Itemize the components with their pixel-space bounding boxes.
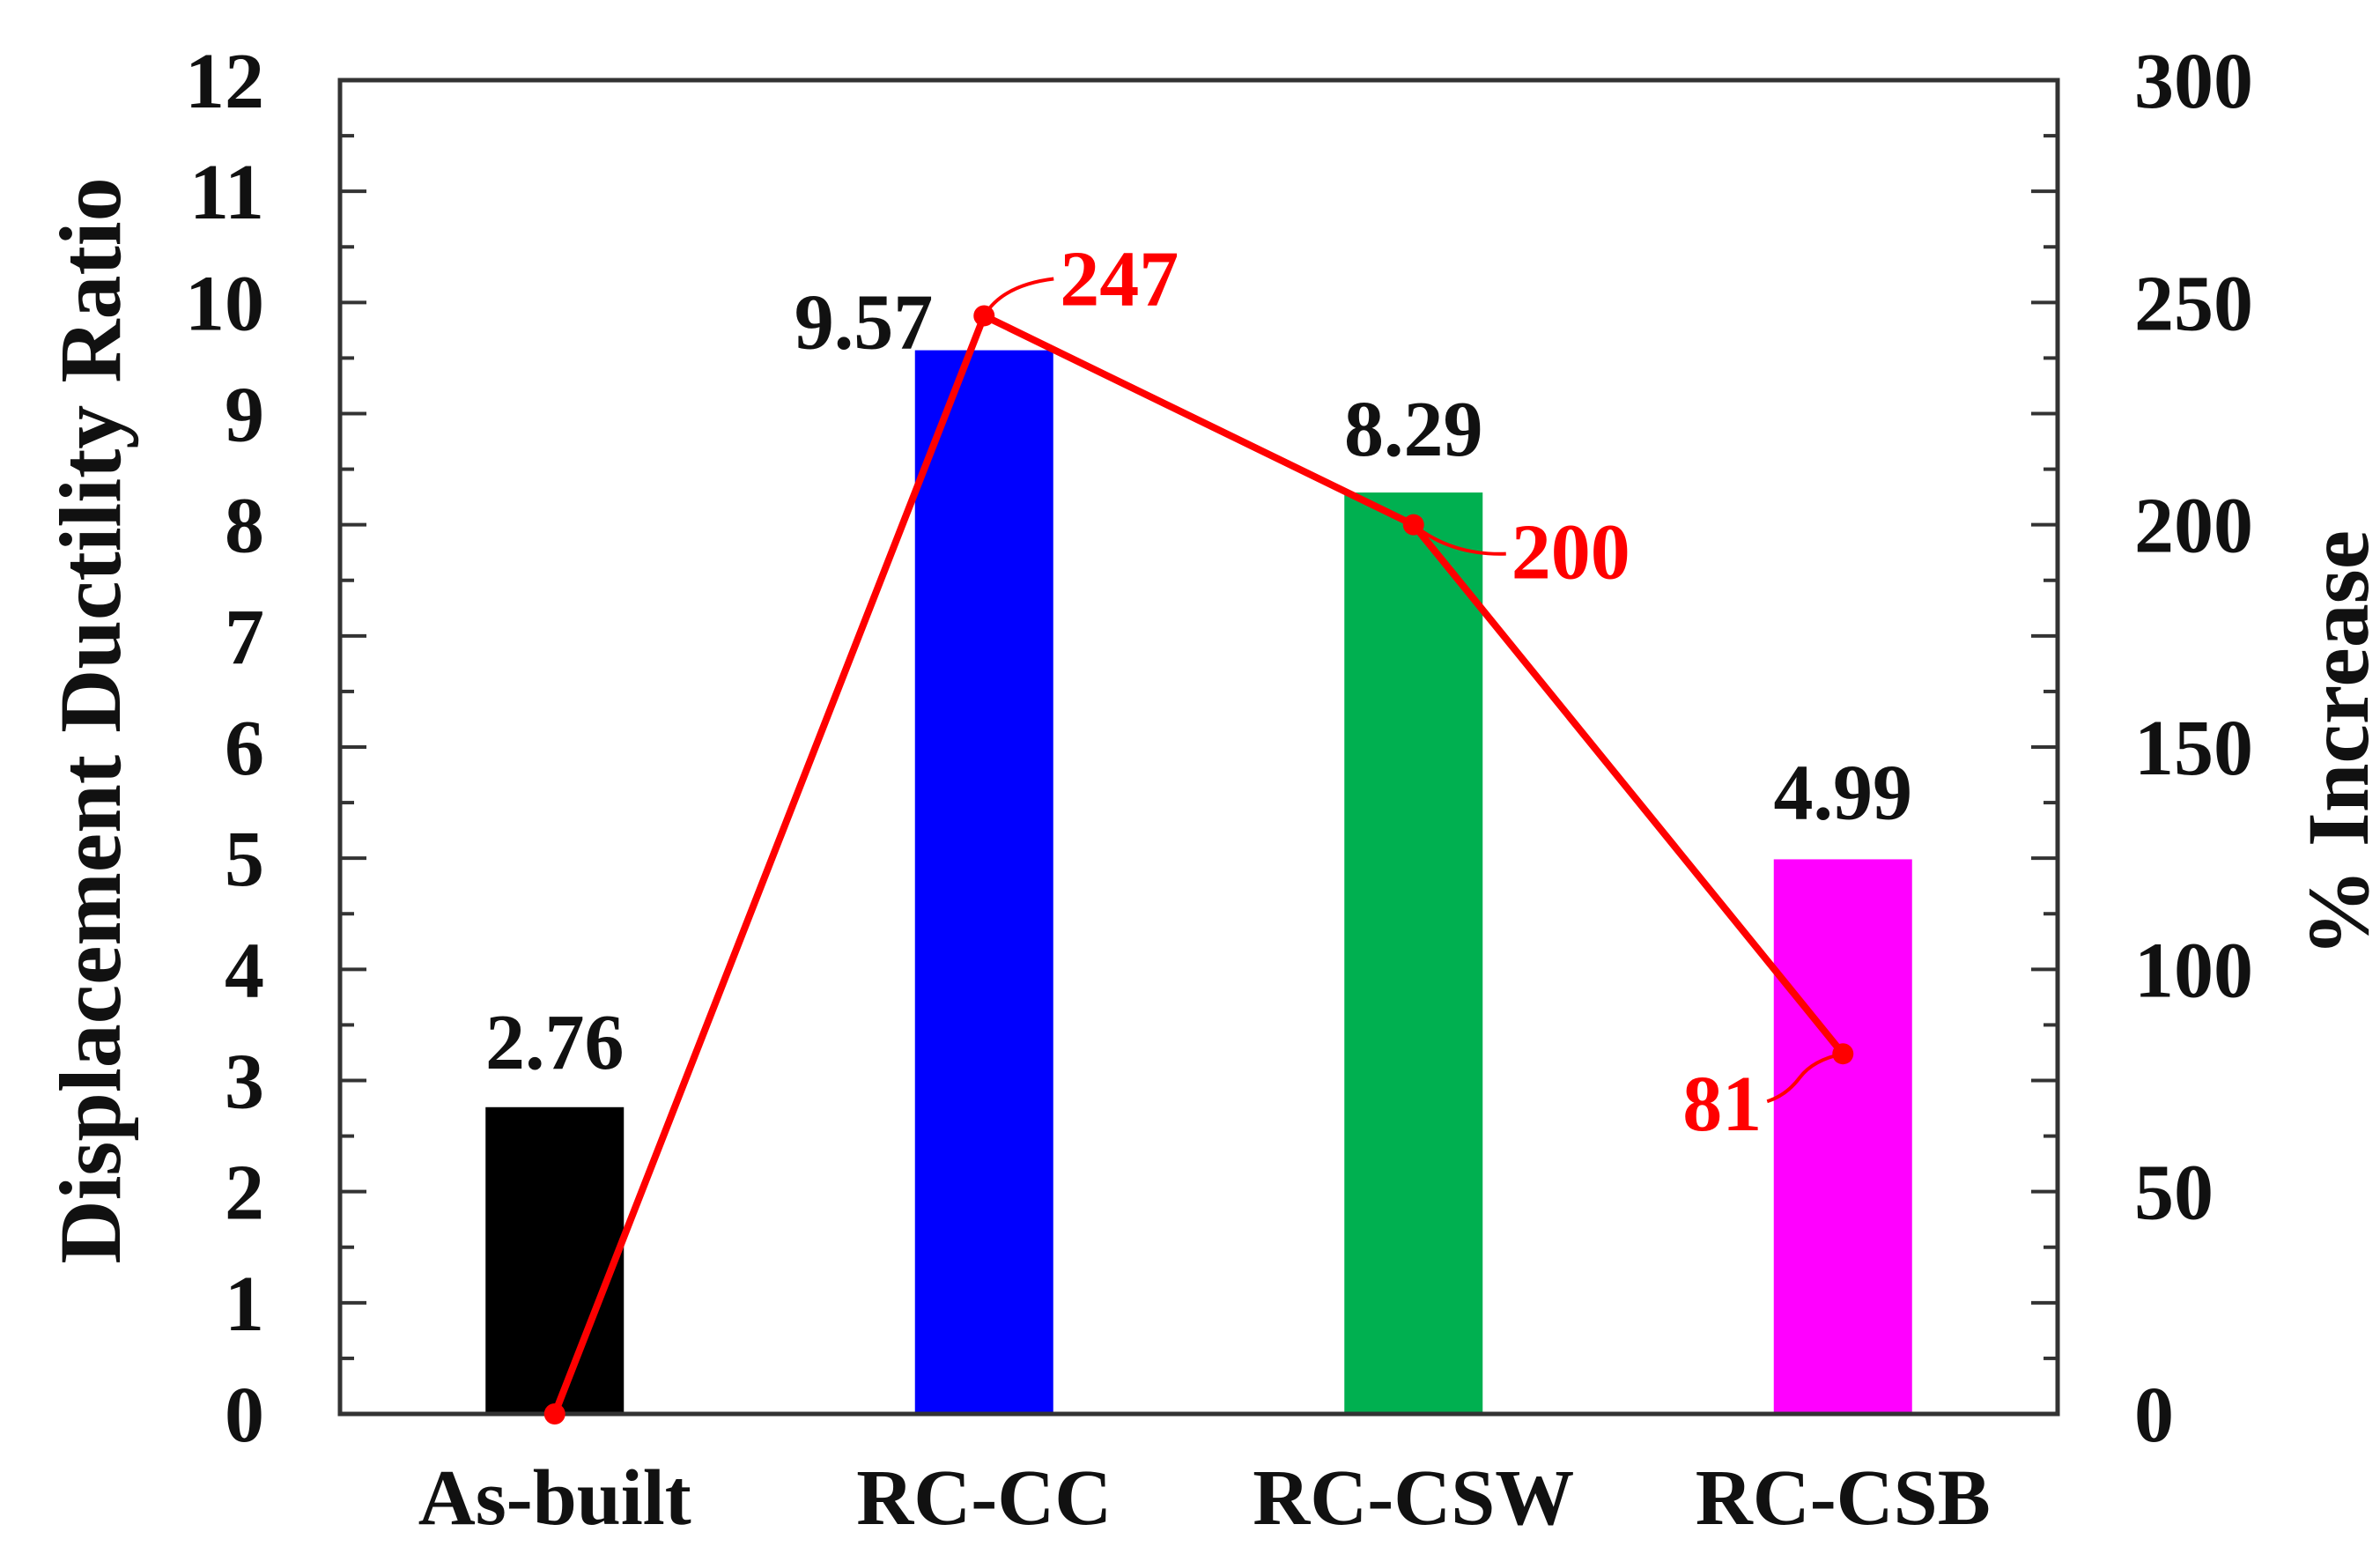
y-tick-label-left: 5 [225,816,264,903]
y-axis-title-left: Displacement Ductility Ratio [41,177,139,1263]
percent-leader-line [1766,1052,1844,1104]
percent-value-label-rc-cc: 247 [1060,235,1179,322]
line-point-as-built [543,1403,565,1424]
percent-value-label-rc-csb: 81 [1682,1061,1762,1148]
bars-group [485,350,1912,1415]
y-tick-label-left: 12 [185,38,264,125]
bar-value-label-rc-csb: 4.99 [1774,749,1913,836]
bar-rc-csw [1344,492,1483,1414]
y-tick-label-right: 50 [2134,1150,2214,1237]
x-category-label-rc-csw: RC-CSW [1253,1454,1574,1542]
labels-group: 2.76 9.57 8.29 4.99 247 200 81 [485,235,1912,1148]
y-tick-label-right: 0 [2134,1372,2174,1459]
y-tick-label-left: 10 [185,260,264,347]
y-tick-label-right: 150 [2134,705,2253,792]
y-tick-label-left: 6 [225,705,264,792]
bar-value-label-rc-cc: 9.57 [795,279,934,366]
y-axis-title-right: % Increase [2289,530,2380,957]
bar-value-label-rc-csw: 8.29 [1344,386,1483,473]
percent-leader-line [1412,523,1506,556]
percent-leader-line [982,277,1054,317]
percent-increase-line-group [543,305,1854,1424]
y-tick-label-left: 11 [189,149,264,236]
y-tick-label-right: 100 [2134,927,2253,1014]
percent-increase-line [551,312,1846,1416]
axes-group: 0123456789101112050100150200250300As-bui… [185,38,2253,1542]
y-tick-label-right: 200 [2134,483,2253,570]
bar-rc-cc [914,350,1053,1415]
y-tick-label-right: 250 [2134,260,2253,347]
bar-rc-csb [1773,859,1912,1414]
y-tick-label-left: 8 [225,483,264,570]
percent-value-label-rc-csw: 200 [1512,509,1630,596]
y-tick-label-left: 0 [225,1372,264,1459]
bar-as-built [485,1106,625,1414]
x-category-label-as-built: As-built [418,1454,691,1542]
bar-value-label-as-built: 2.76 [485,999,625,1086]
y-tick-label-left: 9 [225,372,264,459]
y-tick-label-left: 1 [225,1261,264,1348]
x-category-label-rc-csb: RC-CSB [1696,1454,1991,1542]
y-tick-label-right: 300 [2134,38,2253,125]
x-category-label-rc-cc: RC-CC [856,1454,1112,1542]
y-tick-label-left: 7 [225,594,264,681]
y-tick-label-left: 3 [225,1039,264,1126]
y-tick-label-left: 4 [225,927,264,1014]
y-tick-label-left: 2 [225,1150,264,1237]
